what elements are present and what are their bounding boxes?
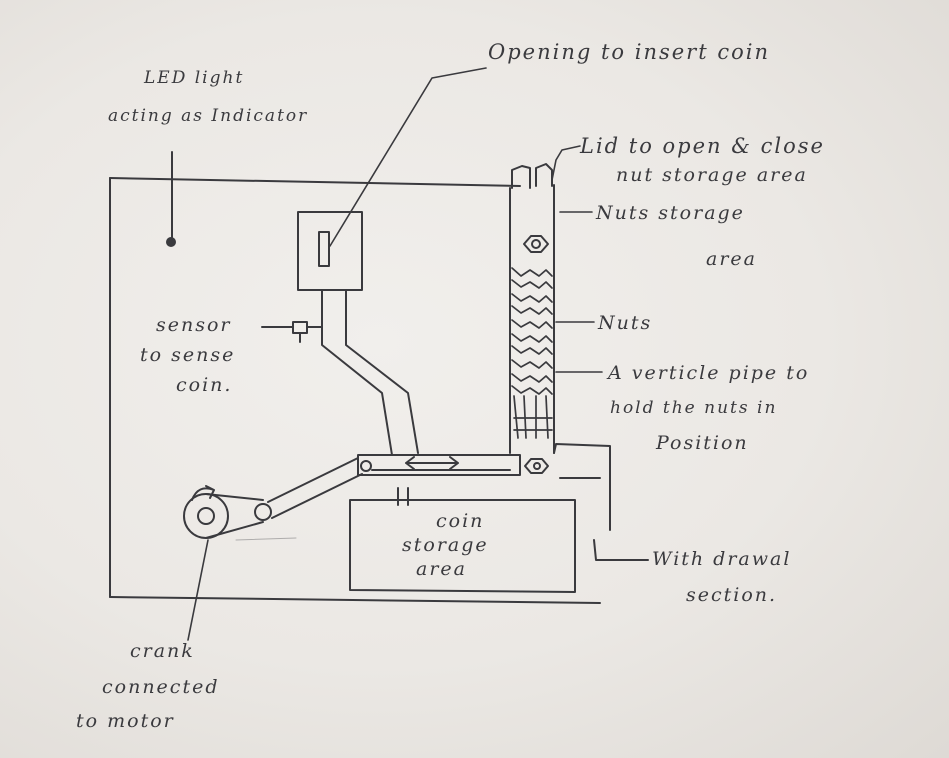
slider-mechanism bbox=[357, 454, 549, 476]
led-dot-icon bbox=[166, 237, 176, 247]
coin-storage-label-line3: area bbox=[416, 558, 467, 580]
lid-label-line1: Lid to open & close bbox=[580, 134, 825, 158]
nuts-label: Nuts bbox=[598, 312, 653, 334]
withdrawal-label-line1: With drawal bbox=[652, 548, 792, 570]
coin-channel bbox=[321, 289, 419, 456]
withdrawal-label-line2: section. bbox=[686, 584, 778, 606]
sensor-label-line3: coin. bbox=[176, 374, 233, 396]
coin-storage-box bbox=[349, 487, 576, 593]
slider-double-arrow-icon bbox=[405, 456, 459, 470]
crank-rotation-arrow-icon bbox=[191, 485, 215, 501]
pipe-label-line3: Position bbox=[656, 432, 749, 454]
lid-label-line2: nut storage area bbox=[616, 164, 808, 186]
machine-body bbox=[109, 177, 601, 604]
leader-lines bbox=[187, 67, 603, 641]
sensor-label-line1: sensor bbox=[156, 314, 232, 336]
nut-stack bbox=[511, 267, 553, 439]
crank-label-line2: connected bbox=[102, 676, 220, 698]
coin-storage-label-line2: storage bbox=[402, 534, 489, 556]
coin-sensor bbox=[261, 321, 323, 343]
coin-slot bbox=[297, 211, 363, 291]
nut-pipe bbox=[509, 163, 555, 454]
crank bbox=[183, 457, 363, 541]
crank-label-line3: to motor bbox=[76, 710, 175, 732]
crank-label-line1: crank bbox=[130, 640, 195, 662]
coin-storage-label-line1: coin bbox=[436, 510, 485, 532]
nuts-storage-label-line1: Nuts storage bbox=[596, 202, 745, 224]
nut-top-icon bbox=[523, 235, 549, 253]
sensor-label-line2: to sense bbox=[140, 344, 236, 366]
opening-label: Opening to insert coin bbox=[488, 40, 770, 64]
led-label-line2: acting as Indicator bbox=[108, 106, 309, 126]
withdrawal-section bbox=[553, 443, 649, 561]
led-label-line1: LED light bbox=[144, 68, 245, 88]
pipe-label-line2: hold the nuts in bbox=[610, 398, 778, 418]
pipe-label-line1: A verticle pipe to bbox=[608, 362, 810, 384]
led-light bbox=[166, 151, 176, 247]
nuts-storage-label-line2: area bbox=[706, 248, 757, 270]
